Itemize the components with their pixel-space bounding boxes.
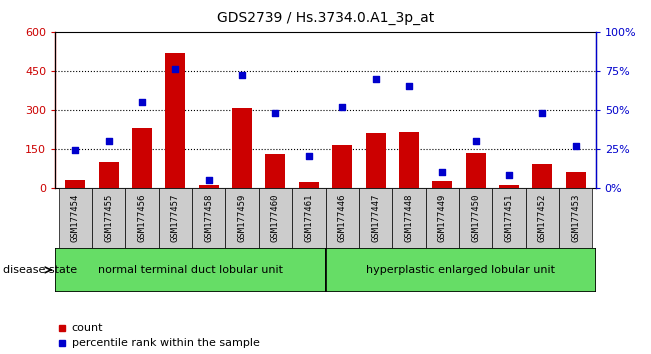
Text: GSM177451: GSM177451 (505, 194, 514, 242)
Bar (299, 182, 319, 188)
Bar (426, 188, 459, 248)
Bar (359, 188, 392, 248)
Bar (326, 248, 596, 292)
Bar (499, 185, 519, 188)
Point (237, 73, 247, 78)
Point (437, 169, 447, 175)
Point (471, 138, 481, 144)
Point (337, 104, 348, 109)
Point (204, 177, 214, 183)
Text: GSM177452: GSM177452 (538, 194, 547, 242)
Bar (266, 154, 286, 188)
Point (70, 147, 81, 153)
Point (137, 99, 147, 105)
Point (570, 143, 581, 148)
Point (303, 154, 314, 159)
Bar (292, 188, 326, 248)
Bar (432, 181, 452, 188)
Bar (525, 188, 559, 248)
Text: GSM177458: GSM177458 (204, 194, 214, 242)
Bar (55, 248, 325, 292)
Bar (459, 188, 492, 248)
Text: hyperplastic enlarged lobular unit: hyperplastic enlarged lobular unit (366, 265, 555, 275)
Text: GSM177453: GSM177453 (571, 194, 580, 242)
Text: GSM177448: GSM177448 (404, 194, 413, 242)
Bar (59, 188, 92, 248)
Text: GSM177461: GSM177461 (304, 194, 313, 242)
Bar (159, 188, 192, 248)
Bar (465, 153, 486, 188)
Point (104, 138, 114, 144)
Bar (492, 188, 525, 248)
Text: GSM177457: GSM177457 (171, 194, 180, 242)
Text: GSM177455: GSM177455 (104, 194, 113, 242)
Bar (399, 132, 419, 188)
Bar (92, 188, 126, 248)
Point (170, 67, 180, 72)
Bar (199, 185, 219, 188)
Bar (259, 188, 292, 248)
Bar (326, 188, 359, 248)
Text: GSM177446: GSM177446 (338, 194, 347, 242)
Point (270, 110, 281, 116)
Bar (132, 128, 152, 188)
Point (504, 172, 514, 178)
Text: GSM177454: GSM177454 (71, 194, 80, 242)
Bar (392, 188, 426, 248)
Text: GSM177456: GSM177456 (137, 194, 146, 242)
Text: normal terminal duct lobular unit: normal terminal duct lobular unit (98, 265, 283, 275)
Bar (365, 133, 385, 188)
Text: disease state: disease state (3, 265, 77, 275)
Point (537, 110, 547, 116)
Text: GDS2739 / Hs.3734.0.A1_3p_at: GDS2739 / Hs.3734.0.A1_3p_at (217, 11, 434, 25)
Bar (332, 145, 352, 188)
Bar (232, 108, 252, 188)
Text: GSM177450: GSM177450 (471, 194, 480, 242)
Bar (65, 180, 85, 188)
Point (404, 84, 414, 89)
Bar (192, 188, 225, 248)
Bar (225, 188, 259, 248)
Bar (99, 162, 118, 188)
Bar (559, 188, 592, 248)
Bar (126, 188, 159, 248)
Text: count: count (72, 322, 103, 332)
Text: GSM177459: GSM177459 (238, 194, 247, 242)
Text: percentile rank within the sample: percentile rank within the sample (72, 338, 259, 348)
Bar (566, 172, 586, 188)
Point (370, 76, 381, 81)
Text: GSM177460: GSM177460 (271, 194, 280, 242)
Bar (533, 164, 552, 188)
Bar (165, 53, 186, 188)
Text: GSM177447: GSM177447 (371, 194, 380, 242)
Text: GSM177449: GSM177449 (437, 194, 447, 242)
